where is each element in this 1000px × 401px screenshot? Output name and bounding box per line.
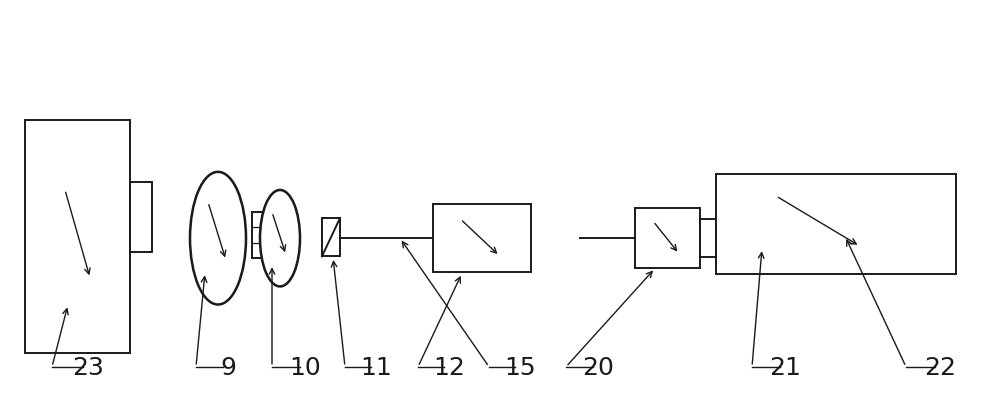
Bar bbox=[25, 120, 130, 353]
Text: 23: 23 bbox=[72, 355, 104, 379]
Text: 9: 9 bbox=[220, 355, 236, 379]
Ellipse shape bbox=[190, 172, 246, 305]
Text: 21: 21 bbox=[769, 355, 801, 379]
Bar bbox=[322, 219, 340, 257]
Bar bbox=[433, 205, 531, 273]
Bar bbox=[716, 174, 956, 275]
Text: 20: 20 bbox=[582, 355, 614, 379]
Text: 11: 11 bbox=[360, 355, 392, 379]
Text: 22: 22 bbox=[924, 355, 956, 379]
Bar bbox=[252, 213, 266, 259]
Ellipse shape bbox=[260, 190, 300, 287]
Text: 12: 12 bbox=[433, 355, 465, 379]
Bar bbox=[130, 182, 152, 253]
Text: 10: 10 bbox=[289, 355, 321, 379]
Bar bbox=[635, 209, 700, 269]
Bar bbox=[700, 219, 716, 258]
Text: 15: 15 bbox=[504, 355, 536, 379]
